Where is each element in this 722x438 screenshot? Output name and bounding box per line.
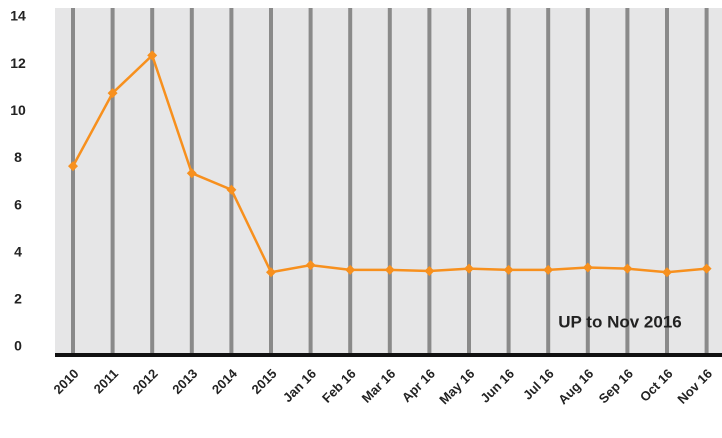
marker — [622, 263, 633, 274]
x-tick-label: Jun 16 — [477, 366, 517, 406]
y-tick-label: 10 — [10, 102, 26, 118]
x-tick-label: 2010 — [50, 366, 81, 397]
x-tick-label: Aug 16 — [555, 366, 596, 407]
annotation: UP to Nov 2016 — [558, 312, 681, 331]
marker — [186, 168, 197, 179]
x-tick-label: 2011 — [91, 366, 122, 397]
y-tick-label: 2 — [14, 291, 22, 307]
y-tick-label: 6 — [14, 196, 22, 212]
marker — [226, 184, 237, 195]
marker — [147, 50, 158, 61]
x-tick-label: Jan 16 — [280, 366, 319, 405]
x-tick-label: Nov 16 — [674, 366, 715, 407]
x-tick-label: Mar 16 — [359, 366, 399, 406]
x-tick-label: 2013 — [169, 366, 200, 397]
y-tick-label: 8 — [14, 149, 22, 165]
x-tick-label: 2014 — [209, 365, 241, 397]
marker — [68, 161, 78, 172]
x-tick-label: Apr 16 — [399, 366, 438, 405]
x-tick-label: Feb 16 — [319, 366, 359, 406]
y-tick-label: 4 — [14, 243, 22, 259]
marker — [345, 264, 356, 275]
x-tick-label: Oct 16 — [637, 366, 676, 405]
x-tick-label: 2012 — [130, 366, 161, 397]
x-tick-label: May 16 — [436, 366, 477, 407]
marker — [464, 263, 474, 274]
marker — [384, 264, 395, 275]
marker — [305, 260, 316, 271]
x-tick-label: Jul 16 — [520, 366, 557, 403]
y-tick-label: 12 — [10, 55, 26, 71]
x-tick-label: Sep 16 — [596, 366, 636, 406]
marker — [107, 88, 118, 99]
y-tick-label: 0 — [14, 338, 22, 354]
marker — [424, 266, 435, 277]
marker — [503, 264, 514, 275]
marker — [582, 262, 593, 273]
marker — [701, 263, 712, 274]
x-tick-label: 2015 — [248, 366, 279, 397]
marker — [543, 264, 554, 275]
marker — [662, 267, 672, 278]
y-tick-label: 14 — [10, 8, 26, 24]
marker — [266, 267, 276, 278]
